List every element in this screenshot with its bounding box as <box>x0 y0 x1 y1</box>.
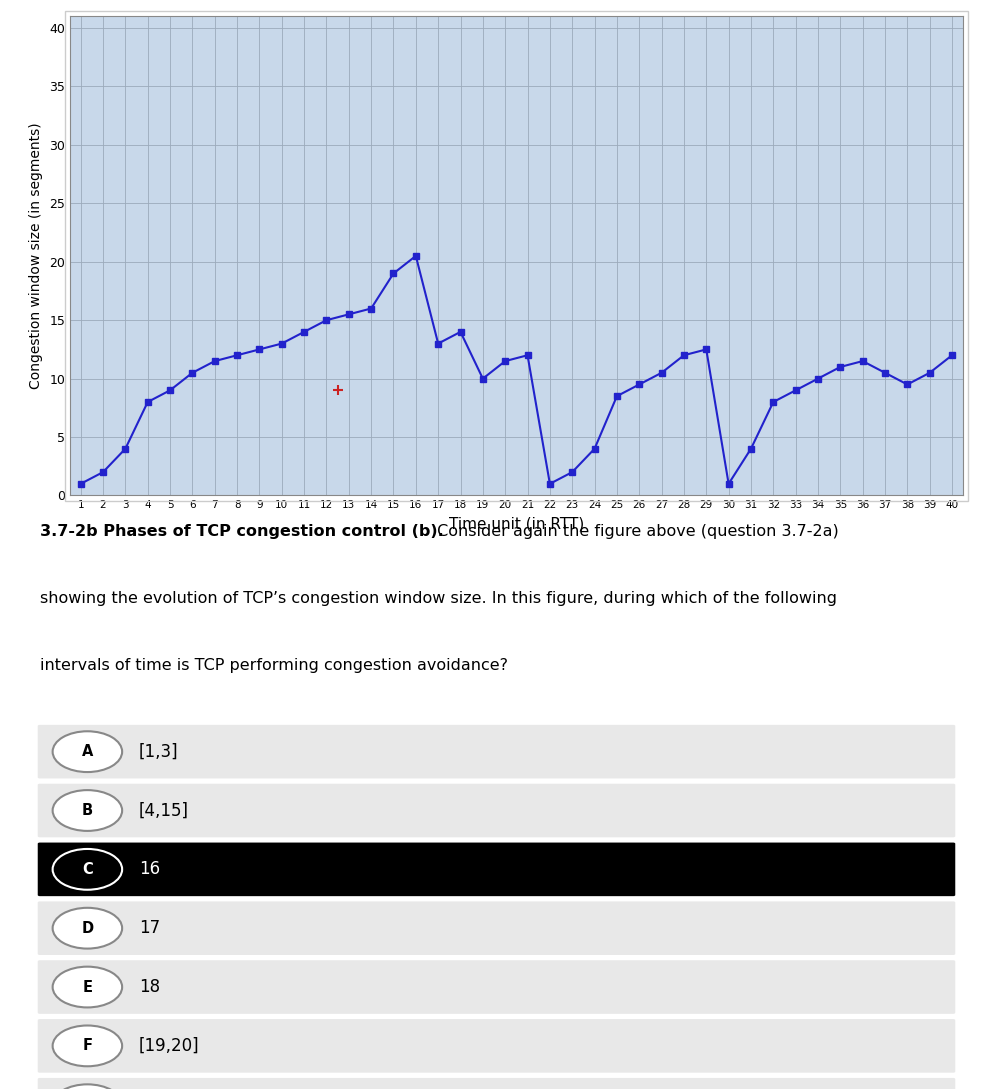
Circle shape <box>53 1026 122 1066</box>
Text: D: D <box>81 920 93 935</box>
Text: [4,15]: [4,15] <box>139 802 189 820</box>
Text: [1,3]: [1,3] <box>139 743 179 760</box>
Text: F: F <box>82 1039 92 1053</box>
Text: showing the evolution of TCP’s congestion window size. In this figure, during wh: showing the evolution of TCP’s congestio… <box>40 591 837 605</box>
Circle shape <box>53 732 122 772</box>
Text: Consider again the figure above (question 3.7-2a): Consider again the figure above (questio… <box>432 524 839 539</box>
FancyBboxPatch shape <box>38 784 955 837</box>
FancyBboxPatch shape <box>38 1019 955 1073</box>
Text: E: E <box>82 979 92 994</box>
Text: A: A <box>81 744 93 759</box>
Circle shape <box>53 791 122 831</box>
Y-axis label: Congestion window size (in segments): Congestion window size (in segments) <box>29 123 43 389</box>
FancyBboxPatch shape <box>38 902 955 955</box>
Text: 16: 16 <box>139 860 160 879</box>
Circle shape <box>53 967 122 1007</box>
Text: B: B <box>81 803 93 818</box>
FancyBboxPatch shape <box>38 843 955 896</box>
Text: 17: 17 <box>139 919 160 938</box>
Circle shape <box>53 849 122 890</box>
X-axis label: Time unit (in RTT): Time unit (in RTT) <box>449 516 584 531</box>
FancyBboxPatch shape <box>38 725 955 779</box>
Text: 3.7-2b Phases of TCP congestion control (b).: 3.7-2b Phases of TCP congestion control … <box>40 524 444 539</box>
FancyBboxPatch shape <box>38 1078 955 1089</box>
FancyBboxPatch shape <box>38 960 955 1014</box>
Circle shape <box>53 1085 122 1089</box>
Text: [19,20]: [19,20] <box>139 1037 200 1055</box>
Circle shape <box>53 908 122 949</box>
Text: C: C <box>82 861 92 877</box>
Text: intervals of time is TCP performing congestion avoidance?: intervals of time is TCP performing cong… <box>40 658 507 673</box>
Text: 18: 18 <box>139 978 160 996</box>
